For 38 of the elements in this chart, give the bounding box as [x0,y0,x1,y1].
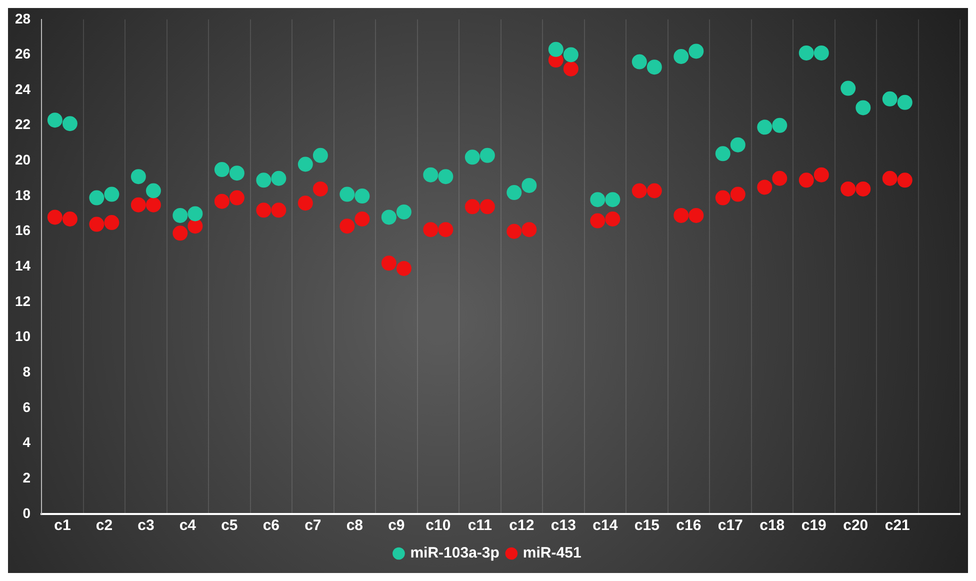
x-tick-label: c8 [346,517,364,534]
y-tick-label: 26 [14,46,31,62]
x-tick-label: c13 [550,517,576,534]
y-tick-label: 18 [14,186,31,203]
x-tick-label: c11 [468,517,492,534]
y-tick-label: 28 [14,10,31,26]
y-tick-label: 12 [14,292,31,309]
x-tick-label: c5 [221,517,238,534]
x-tick-label: c21 [884,517,910,534]
x-tick-label: c20 [843,517,868,534]
y-tick-label: 0 [22,504,31,521]
y-tick-label: 24 [14,80,31,97]
x-tick-label: c15 [634,517,660,534]
x-tick-label: c18 [760,517,785,534]
x-tick-label: c16 [676,517,702,534]
x-tick-label: c9 [388,517,405,534]
x-tick-label: c17 [718,517,743,534]
legend-label: miR-451 [522,544,582,562]
x-tick-label: c14 [592,517,618,534]
y-tick-label: 4 [22,434,31,450]
y-tick-label: 6 [22,398,31,415]
y-tick-label: 8 [22,364,31,380]
y-tick-label: 14 [14,258,31,274]
y-tick-label: 22 [14,116,31,132]
legend-label: miR-103a-3p [410,544,500,562]
y-tick-label: 16 [14,222,31,238]
x-tick-label: c1 [54,517,71,534]
x-tick-label: c6 [262,517,280,534]
y-tick-label: 2 [22,470,31,486]
x-tick-label: c7 [304,517,322,534]
y-tick-label: 20 [14,152,31,168]
x-tick-label: c4 [179,517,197,534]
x-tick-label: c10 [426,517,451,534]
x-tick-label: c12 [509,517,534,534]
x-tick-label: c2 [96,517,113,534]
x-tick-label: c3 [138,517,154,534]
y-tick-label: 10 [14,328,31,344]
x-tick-label: c19 [801,517,826,534]
